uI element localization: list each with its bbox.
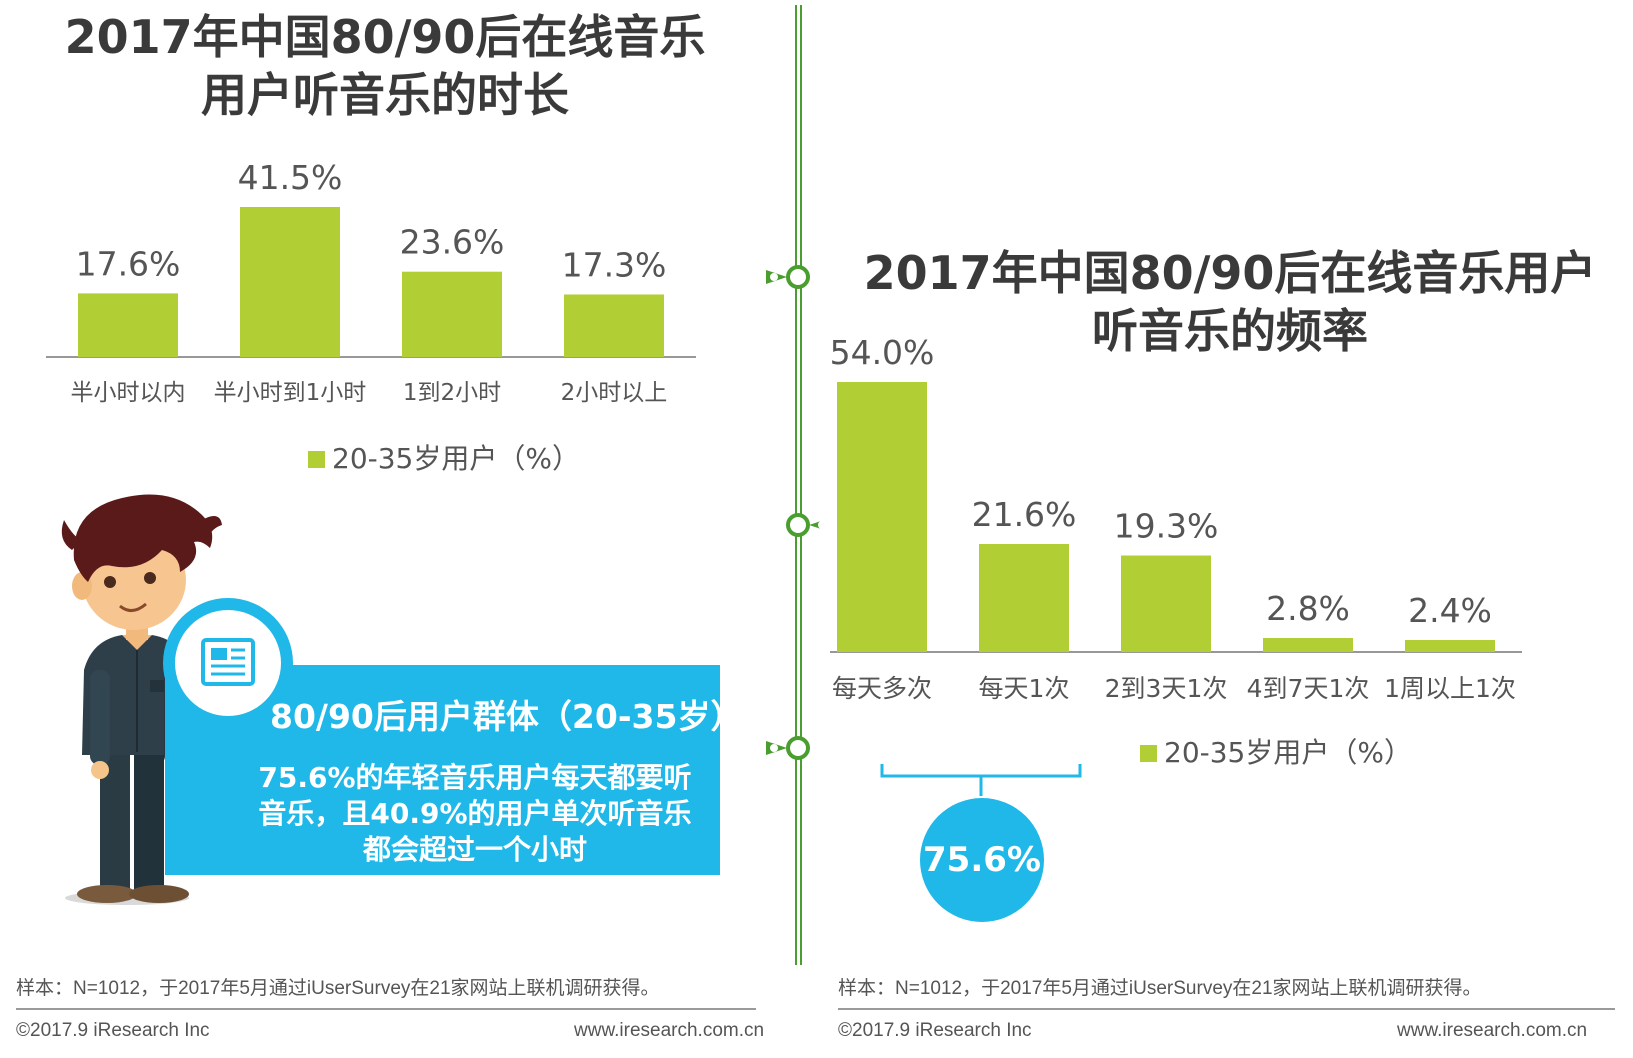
- callout-heading: 80/90后用户群体（20-35岁）: [270, 697, 744, 736]
- callout-body-line3: 都会超过一个小时: [362, 833, 587, 866]
- right-website: www.iresearch.com.cn: [1397, 1020, 1588, 1041]
- x-tick-label: 1到2小时: [403, 380, 501, 406]
- bracket-value: 75.6%: [923, 840, 1041, 880]
- left-title-line2: 用户听音乐的时长: [201, 68, 569, 122]
- right-copyright: ©2017.9 iResearch Inc: [838, 1020, 1032, 1041]
- left-website: www.iresearch.com.cn: [574, 1020, 765, 1041]
- bar-value-label: 21.6%: [972, 495, 1077, 534]
- right-title-line1: 2017年中国80/90后在线音乐用户: [863, 246, 1597, 300]
- newspaper-icon-badge: [163, 598, 293, 728]
- bar-value-label: 23.6%: [400, 223, 505, 262]
- bar-value-label: 2.4%: [1408, 591, 1492, 630]
- x-tick-label: 半小时到1小时: [214, 380, 367, 406]
- bar-value-label: 19.3%: [1114, 507, 1219, 546]
- x-tick-label: 半小时以内: [71, 380, 186, 406]
- timeline-node-icon: [766, 736, 810, 760]
- bar: [1263, 638, 1353, 652]
- bar: [78, 293, 178, 357]
- bar: [402, 271, 502, 357]
- right-sample-note: 样本：N=1012，于2017年5月通过iUserSurvey在21家网站上联机…: [838, 978, 1482, 999]
- bar-value-label: 54.0%: [830, 333, 934, 372]
- x-tick-label: 每天1次: [979, 674, 1070, 703]
- legend-label: 20-35岁用户（%）: [332, 442, 580, 475]
- x-tick-label: 每天多次: [832, 674, 932, 703]
- right-title-line2: 听音乐的频率: [1092, 304, 1368, 358]
- timeline-node-icon: [786, 513, 820, 537]
- bar-value-label: 17.6%: [76, 244, 181, 283]
- bar-value-label: 17.3%: [562, 245, 667, 284]
- bar: [564, 294, 664, 357]
- bar: [1405, 640, 1495, 652]
- bracket-annotation: [880, 764, 1082, 796]
- right-chart-title: 2017年中国80/90后在线音乐用户 听音乐的频率: [840, 244, 1620, 360]
- bar: [837, 382, 927, 652]
- left-title-line1: 2017年中国80/90后在线音乐: [64, 10, 706, 64]
- bracket-value-circle: [920, 798, 1044, 922]
- callout-body: 75.6%的年轻音乐用户每天都要听 音乐，且40.9%的用户单次听音乐 都会超过…: [245, 760, 705, 868]
- left-chart-title: 2017年中国80/90后在线音乐 用户听音乐的时长: [20, 8, 750, 124]
- bar-value-label: 41.5%: [238, 158, 343, 197]
- bar: [979, 544, 1069, 652]
- right-footer-divider: [838, 1008, 1615, 1010]
- x-tick-label: 4到7天1次: [1247, 674, 1370, 703]
- x-tick-label: 2到3天1次: [1105, 674, 1228, 703]
- left-footer-divider: [16, 1008, 756, 1010]
- legend-swatch: [1140, 745, 1157, 762]
- legend-swatch: [308, 451, 325, 468]
- left-sample-note: 样本：N=1012，于2017年5月通过iUserSurvey在21家网站上联机…: [16, 978, 660, 999]
- right-frequency-bar-chart: 54.0% 每天多次 21.6% 每天1次 19.3% 2到3天1次 2.8% 4到7天1次 2…: [830, 333, 1522, 769]
- newspaper-icon: [201, 638, 255, 686]
- callout-body-line2: 音乐，且40.9%的用户单次听音乐: [258, 797, 692, 830]
- timeline-node-icon: [766, 265, 810, 289]
- x-tick-label: 1周以上1次: [1384, 674, 1516, 703]
- timeline-divider: [766, 5, 820, 965]
- left-copyright: ©2017.9 iResearch Inc: [16, 1020, 210, 1041]
- bar: [240, 207, 340, 357]
- legend-label: 20-35岁用户（%）: [1164, 736, 1412, 769]
- bar-value-label: 2.8%: [1266, 589, 1350, 628]
- bar: [1121, 555, 1211, 652]
- x-tick-label: 2小时以上: [561, 380, 668, 406]
- left-duration-bar-chart: 17.6% 半小时以内 41.5% 半小时到1小时 23.6% 1到2小时 17.3% 2小时…: [46, 158, 696, 475]
- callout-body-line1: 75.6%的年轻音乐用户每天都要听: [258, 761, 692, 794]
